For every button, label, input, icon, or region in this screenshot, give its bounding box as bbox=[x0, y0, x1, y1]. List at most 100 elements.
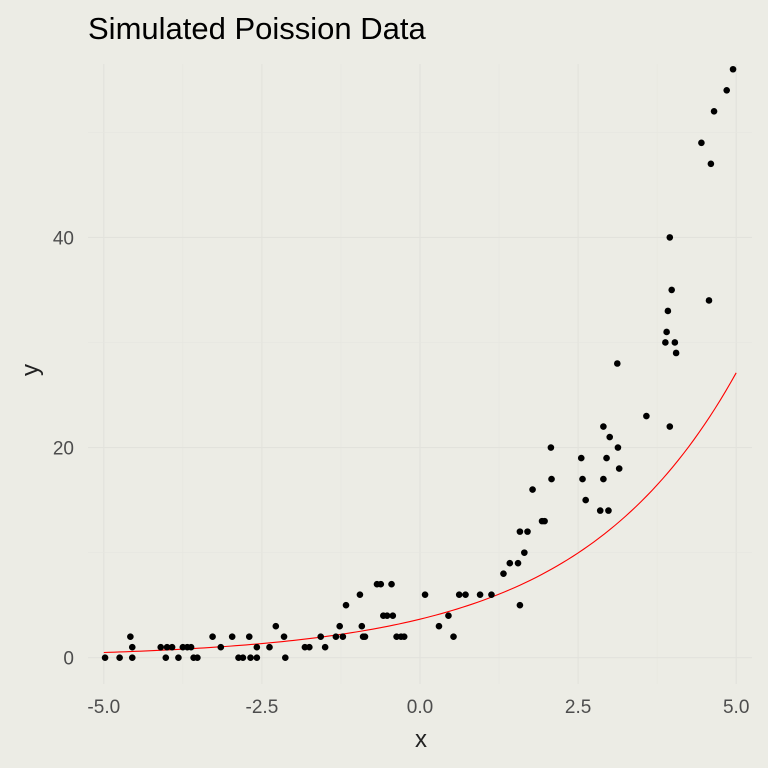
data-point bbox=[524, 528, 531, 535]
data-point bbox=[336, 622, 343, 630]
data-point bbox=[217, 643, 225, 651]
data-point bbox=[506, 559, 514, 567]
data-point bbox=[643, 412, 650, 420]
data-point bbox=[462, 591, 469, 598]
data-point bbox=[516, 601, 524, 609]
data-point bbox=[488, 591, 495, 598]
data-point bbox=[175, 654, 182, 662]
data-point bbox=[705, 297, 713, 304]
data-point bbox=[356, 591, 364, 598]
data-point bbox=[516, 528, 524, 535]
x-tick-label: -5.0 bbox=[87, 697, 120, 718]
data-point bbox=[662, 339, 669, 346]
data-point bbox=[445, 612, 452, 619]
data-point bbox=[101, 654, 109, 662]
data-point bbox=[450, 633, 457, 641]
data-point bbox=[521, 549, 528, 556]
data-point bbox=[245, 633, 253, 641]
data-point bbox=[389, 612, 397, 619]
data-point bbox=[383, 612, 391, 619]
data-point bbox=[671, 339, 679, 346]
y-tick-label: 0 bbox=[63, 649, 74, 670]
data-point bbox=[187, 643, 195, 651]
data-point bbox=[168, 643, 176, 651]
data-point bbox=[600, 475, 607, 483]
data-point bbox=[664, 307, 672, 315]
data-point bbox=[577, 454, 585, 462]
data-point bbox=[723, 86, 731, 94]
x-tick-label: 2.5 bbox=[565, 697, 591, 718]
x-axis-title: x bbox=[415, 726, 427, 753]
data-point bbox=[729, 65, 737, 73]
x-axis-ticks: -5.0 -2.5 0.0 2.5 5.0 bbox=[87, 697, 749, 718]
data-point bbox=[266, 643, 273, 651]
data-point bbox=[421, 591, 429, 598]
x-tick-label: 5.0 bbox=[723, 697, 749, 718]
data-point bbox=[361, 633, 369, 641]
data-point bbox=[435, 622, 443, 630]
data-point bbox=[605, 507, 612, 514]
data-point bbox=[541, 517, 548, 525]
data-point bbox=[663, 328, 670, 336]
grid bbox=[88, 64, 752, 684]
data-point bbox=[666, 423, 674, 430]
data-point bbox=[377, 580, 385, 588]
data-point bbox=[548, 475, 555, 483]
data-point bbox=[332, 633, 340, 641]
data-point bbox=[272, 622, 280, 630]
data-point bbox=[672, 349, 680, 357]
data-point bbox=[228, 633, 236, 641]
data-point bbox=[596, 507, 604, 514]
data-point bbox=[614, 360, 621, 367]
data-point bbox=[280, 633, 288, 641]
data-point bbox=[547, 444, 555, 451]
data-point bbox=[194, 654, 201, 662]
data-point bbox=[282, 654, 289, 662]
data-point bbox=[529, 486, 536, 493]
data-points bbox=[101, 65, 737, 662]
data-point bbox=[606, 433, 614, 441]
data-point bbox=[579, 475, 586, 483]
data-point bbox=[514, 559, 522, 567]
data-point bbox=[162, 654, 170, 662]
data-point bbox=[306, 643, 313, 651]
y-axis-title: y bbox=[17, 364, 44, 376]
fitted-curve bbox=[103, 372, 737, 654]
data-point bbox=[668, 286, 675, 294]
data-point bbox=[615, 465, 623, 472]
data-point bbox=[698, 139, 705, 147]
data-point bbox=[116, 654, 123, 662]
data-point bbox=[603, 454, 610, 462]
data-point bbox=[127, 633, 134, 641]
x-tick-label: 0.0 bbox=[407, 697, 433, 718]
data-point bbox=[388, 580, 395, 588]
data-point bbox=[128, 654, 136, 662]
data-point bbox=[253, 654, 261, 662]
data-point bbox=[666, 234, 674, 241]
data-point bbox=[342, 601, 350, 609]
data-point bbox=[339, 633, 347, 641]
x-tick-label: -2.5 bbox=[246, 697, 279, 718]
y-tick-label: 40 bbox=[53, 228, 74, 249]
data-point bbox=[157, 643, 165, 651]
data-point bbox=[500, 570, 507, 577]
data-point bbox=[253, 643, 261, 651]
data-point bbox=[247, 654, 254, 662]
data-point bbox=[476, 591, 484, 598]
data-point bbox=[600, 423, 607, 430]
data-point bbox=[209, 633, 216, 641]
data-point bbox=[710, 107, 718, 115]
data-point bbox=[707, 160, 715, 168]
chart-title: Simulated Poission Data bbox=[88, 11, 426, 46]
data-point bbox=[455, 591, 463, 598]
data-point bbox=[582, 496, 589, 504]
data-point bbox=[321, 643, 329, 651]
data-point bbox=[358, 622, 366, 630]
data-point bbox=[317, 633, 325, 641]
data-point bbox=[128, 643, 136, 651]
data-point bbox=[614, 444, 622, 451]
y-axis-ticks: 0 20 40 bbox=[53, 228, 74, 669]
data-point bbox=[163, 643, 171, 651]
